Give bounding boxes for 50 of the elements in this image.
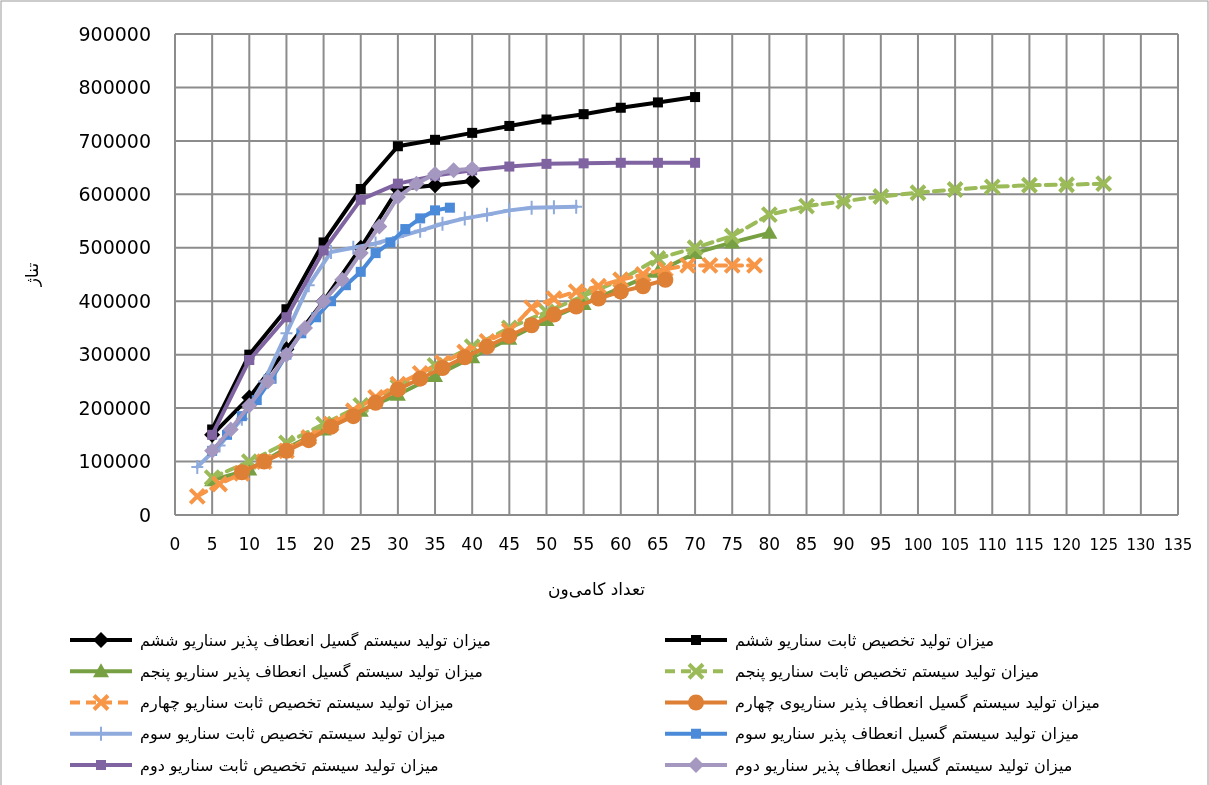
x-tick-label: 85 <box>795 534 818 554</box>
y-tick-label: 500000 <box>78 236 151 259</box>
y-tick-label: 400000 <box>78 289 151 312</box>
x-tick-label: 105 <box>940 536 970 554</box>
y-tick-label: 900000 <box>78 22 151 45</box>
x-tick-label: 125 <box>1089 536 1119 554</box>
x-tick-label: 135 <box>1163 536 1193 554</box>
x-axis-title: تعداد کامی‌ون <box>548 579 646 599</box>
legend-label: میزان تولید سیستم تخصیص ثابت سناریو چهارم <box>140 693 454 714</box>
y-tick-label: 100000 <box>78 450 151 473</box>
y-tick-label: 300000 <box>78 343 151 366</box>
x-tick-label: 25 <box>349 534 372 554</box>
x-tick-label: 80 <box>758 534 781 554</box>
x-tick-label: 0 <box>169 534 181 554</box>
x-tick-label: 55 <box>572 534 595 554</box>
y-tick-label: 600000 <box>78 182 151 205</box>
x-tick-label: 35 <box>424 534 446 554</box>
legend-label: میزان تولید سیستم گسیل انعطاف پذیر سناریو سوم <box>735 724 1080 745</box>
y-tick-label: 0 <box>138 503 151 526</box>
legend-label: میزان تولید سیستم تخصیص ثابت سناریو پنجم <box>735 661 1040 682</box>
x-tick-label: 15 <box>275 534 298 554</box>
legend-label: میزان تولید سیستم گسیل انعطاف پذیر سناریو ششم <box>140 630 491 651</box>
y-tick-label: 800000 <box>78 76 151 99</box>
x-tick-label: 115 <box>1015 536 1044 554</box>
y-tick-label: 200000 <box>78 396 151 419</box>
x-tick-label: 130 <box>1126 536 1156 554</box>
y-axis-title: تناژ <box>22 262 42 288</box>
y-tick-label: 700000 <box>78 129 151 152</box>
x-tick-label: 120 <box>1052 536 1081 554</box>
x-tick-label: 20 <box>312 534 335 554</box>
x-tick-label: 10 <box>238 534 261 554</box>
x-tick-label: 30 <box>387 534 409 554</box>
x-tick-label: 50 <box>535 534 558 554</box>
x-tick-label: 65 <box>647 534 669 554</box>
legend-label: میزان تولید سیستم تخصیص ثابت سناریو سوم <box>140 724 446 745</box>
legend-label: میزان تولید سیستم گسیل انعطاف پذیر سناریوی چهارم <box>735 693 1100 714</box>
x-tick-label: 75 <box>721 534 744 554</box>
legend-label: میزان تولید تخصیص ثابت سناریو ششم <box>735 630 995 651</box>
x-tick-label: 90 <box>832 534 855 554</box>
x-tick-label: 45 <box>498 534 521 554</box>
x-tick-label: 60 <box>609 534 632 554</box>
x-tick-label: 40 <box>461 534 484 554</box>
x-tick-label: 110 <box>977 536 1007 554</box>
x-tick-label: 95 <box>869 534 892 554</box>
legend-label: میزان تولید سیستم گسیل انعطاف پذیر سناریو دوم <box>735 755 1073 776</box>
x-tick-label: 100 <box>903 536 933 554</box>
legend-label: میزان تولید سیستم گسیل انعطاف پذیر سناریو پنجم <box>140 661 483 682</box>
x-tick-label: 5 <box>206 534 218 554</box>
legend-label: میزان تولید سیستم تخصیص ثابت سناریو دوم <box>140 755 439 776</box>
x-tick-label: 70 <box>684 534 706 554</box>
